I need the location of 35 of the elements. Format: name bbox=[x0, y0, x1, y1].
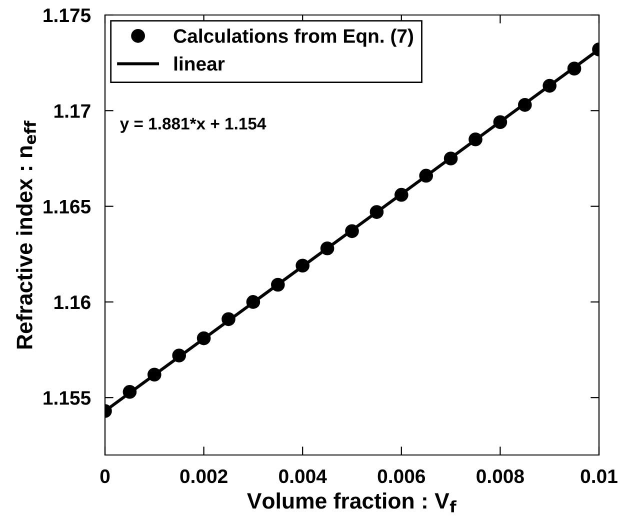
annotation: y = 1.881*x + 1.154 bbox=[120, 118, 266, 133]
point bbox=[542, 78, 557, 93]
y-tick-label: 1.16 bbox=[54, 295, 90, 310]
y-tick-label: 1.17 bbox=[54, 104, 90, 118]
point bbox=[172, 348, 186, 362]
legend-label: linear bbox=[174, 56, 225, 71]
point bbox=[270, 278, 285, 292]
x-tick-label: 0.002 bbox=[180, 469, 228, 484]
x-tick-label: 0.006 bbox=[378, 469, 426, 484]
x-tick-label: 0.01 bbox=[580, 469, 618, 484]
point bbox=[122, 384, 137, 399]
point bbox=[419, 168, 434, 183]
point bbox=[518, 98, 532, 112]
point bbox=[345, 224, 359, 238]
x-tick-label: 0.008 bbox=[476, 469, 524, 484]
point bbox=[196, 331, 211, 346]
x-tick-label: 0.004 bbox=[279, 469, 327, 484]
point bbox=[147, 368, 162, 382]
x-tick-label: 0 bbox=[100, 469, 110, 484]
point bbox=[222, 312, 236, 326]
y-tick-label: 1.175 bbox=[44, 8, 91, 22]
point bbox=[468, 132, 482, 146]
x-axis-title: Volume fraction : V$_{f}$ bbox=[247, 492, 456, 512]
point bbox=[246, 295, 260, 309]
y-tick-label: 1.155 bbox=[44, 391, 91, 405]
legend-label: Calculations from Eqn. (7) bbox=[174, 28, 414, 47]
point bbox=[493, 115, 508, 130]
point bbox=[320, 241, 334, 256]
point bbox=[370, 205, 384, 219]
point bbox=[567, 62, 582, 76]
y-axis-title: Refractive index : n$_{eff}$ bbox=[16, 120, 36, 349]
point bbox=[394, 188, 408, 202]
point bbox=[444, 152, 458, 166]
point bbox=[296, 258, 310, 273]
y-tick-label: 1.165 bbox=[44, 200, 91, 214]
